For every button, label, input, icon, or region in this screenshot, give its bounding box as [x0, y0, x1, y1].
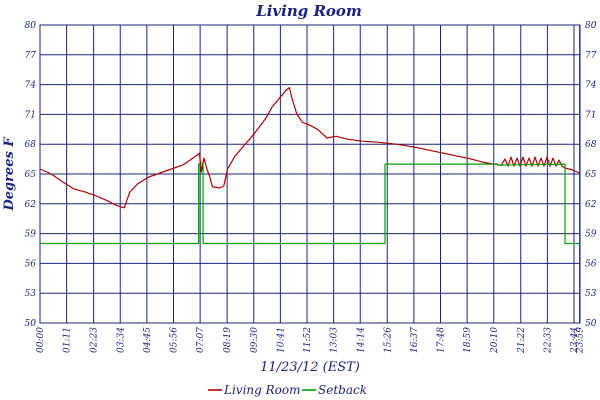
x-tick-label: 22:33: [543, 327, 553, 354]
y-tick-label-left: 56: [25, 259, 37, 269]
chart-title: Living Room: [255, 2, 362, 20]
y-tick-label-right: 53: [585, 289, 597, 299]
x-tick-label: 23:59: [576, 327, 586, 354]
y-tick-label-right: 50: [585, 319, 597, 329]
x-tick-label: 08:19: [223, 327, 233, 353]
x-tick-label: 20:10: [490, 327, 500, 354]
series-line-living-room: [39, 86, 580, 209]
y-tick-label-left: 50: [25, 319, 37, 329]
y-tick-label-right: 56: [585, 259, 597, 269]
x-tick-label: 01:11: [63, 327, 73, 353]
y-tick-label-left: 74: [25, 81, 37, 91]
legend: Living Room Setback: [208, 383, 367, 397]
y-tick-label-left: 62: [25, 200, 37, 210]
x-tick-label: 16:37: [410, 327, 420, 353]
x-tick-label: 18:59: [463, 327, 473, 353]
x-tick-label: 07:07: [196, 327, 206, 353]
y-tick-label-left: 65: [25, 170, 37, 180]
series-layer: [39, 86, 580, 245]
x-tick-label: 10:41: [276, 327, 286, 353]
y-tick-label-right: 65: [585, 170, 597, 180]
x-tick-label: 09:30: [250, 327, 260, 353]
y-axis-left: 50 53 56 59 62 65 68 71 74 77 80: [25, 21, 37, 329]
y-tick-label-right: 68: [585, 140, 597, 150]
x-tick-label: 05:56: [170, 327, 180, 353]
x-tick-label: 13:03: [330, 327, 340, 353]
y-tick-label-right: 62: [585, 200, 597, 210]
y-tick-label-left: 59: [25, 230, 37, 240]
x-tick-label: 11:52: [303, 327, 313, 353]
y-tick-label-left: 77: [25, 51, 37, 61]
y-tick-label-left: 71: [25, 110, 36, 120]
y-tick-label-left: 53: [25, 289, 37, 299]
y-tick-label-right: 59: [585, 230, 597, 240]
x-tick-label: 03:34: [116, 327, 126, 353]
y-tick-label-right: 74: [585, 81, 597, 91]
y-tick-label-right: 77: [585, 51, 597, 61]
y-tick-label-right: 71: [585, 110, 596, 120]
plot-frame: [39, 24, 581, 324]
y-tick-label-left: 80: [25, 21, 37, 31]
x-tick-label: 17:48: [437, 327, 447, 353]
x-tick-label: 00:00: [36, 327, 46, 353]
y-tick-label-left: 68: [25, 140, 37, 150]
x-tick-label: 02:23: [90, 327, 100, 353]
y-axis-label: Degrees F: [2, 137, 17, 212]
legend-label: Setback: [318, 383, 367, 397]
x-axis-label: 11/23/12 (EST): [260, 360, 360, 375]
x-axis: 00:00 01:11 02:23 03:34 04:45 05:56 07:07 08:19…: [36, 327, 586, 354]
legend-label: Living Room: [223, 383, 301, 397]
y-axis-right: 50 53 56 59 62 65 68 71 74 77 80: [585, 21, 597, 329]
x-tick-label: 23:44: [570, 327, 580, 354]
y-tick-label-right: 80: [585, 21, 597, 31]
x-tick-label: 04:45: [143, 327, 153, 353]
x-tick-label: 14:14: [356, 327, 366, 353]
series-line-setback: [40, 163, 580, 245]
x-tick-label: 15:26: [383, 327, 393, 353]
grid: [39, 24, 581, 324]
x-tick-label: 21:22: [517, 327, 527, 354]
